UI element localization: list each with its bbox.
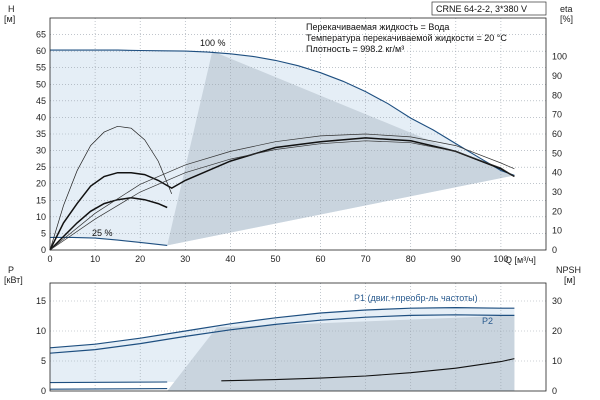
flow-tick-label: 20 [135, 254, 145, 264]
operating-area-dark [167, 51, 515, 246]
efficiency-tick-label: 90 [552, 71, 562, 81]
head-curve-100-percent [50, 49, 515, 176]
efficiency-curve-hydraulic [49, 133, 515, 251]
efficiency-tick-label: 80 [552, 90, 562, 100]
model-title: CRNE 64-2-2, 3*380 V [436, 4, 527, 14]
power-tick-label: 5 [41, 356, 46, 366]
head-tick-label: 15 [36, 195, 46, 205]
head-axis-unit: [м] [4, 14, 15, 24]
npsh-axis-label: NPSH [556, 265, 581, 275]
efficiency-tick-label: 20 [552, 206, 562, 216]
flow-tick-label: 60 [316, 254, 326, 264]
head-tick-label: 60 [36, 46, 46, 56]
efficiency-tick-label: 40 [552, 168, 562, 178]
efficiency-curve-25-percent-hydraulic [49, 125, 173, 251]
info-density: Плотность = 998.2 кг/м³ [306, 44, 404, 54]
npsh-curve [221, 358, 515, 382]
head-tick-label: 30 [36, 146, 46, 156]
efficiency-tick-label: 70 [552, 110, 562, 120]
power-tick-label: 15 [36, 296, 46, 306]
npsh-tick-label: 10 [552, 356, 562, 366]
power-tick-label: 0 [41, 386, 46, 396]
head-tick-label: 10 [36, 212, 46, 222]
model-title-box [431, 1, 547, 16]
head-axis-label: H [8, 4, 15, 14]
power-axis-unit: [кВт] [4, 275, 23, 285]
npsh-tick-label: 0 [552, 386, 557, 396]
head-tick-label: 0 [41, 245, 46, 255]
npsh-axis-unit: [м] [564, 275, 575, 285]
npsh-tick-label: 30 [552, 296, 562, 306]
head-tick-label: 40 [36, 112, 46, 122]
efficiency-tick-label: 50 [552, 148, 562, 158]
efficiency-tick-label: 100 [552, 52, 567, 62]
efficiency-tick-label: 30 [552, 187, 562, 197]
flow-tick-label: 100 [493, 254, 508, 264]
curve-label-25-percent: 25 % [92, 228, 113, 238]
head-tick-label: 45 [36, 96, 46, 106]
head-tick-label: 5 [41, 228, 46, 238]
npsh-tick-label: 20 [552, 326, 562, 336]
flow-axis-label: Q [м³/ч] [505, 255, 536, 265]
power-curve-p1 [49, 306, 515, 349]
flow-tick-label: 0 [47, 254, 52, 264]
head-tick-label: 50 [36, 79, 46, 89]
efficiency-axis-unit: [%] [560, 14, 573, 24]
power-area-dark [167, 315, 515, 391]
power-curve-p2-25-percent [49, 388, 168, 390]
info-temperature: Температура перекачиваемой жидкости = 20… [306, 33, 507, 43]
top-chart-frame [49, 17, 547, 251]
curve-label-100-percent: 100 % [200, 38, 226, 48]
flow-tick-label: 30 [180, 254, 190, 264]
curve-label-p1: P1 (двиг.+преобр-ль частоты) [354, 293, 478, 303]
power-tick-label: 10 [36, 326, 46, 336]
head-tick-label: 55 [36, 63, 46, 73]
flow-tick-label: 70 [361, 254, 371, 264]
flow-tick-label: 10 [90, 254, 100, 264]
efficiency-tick-label: 0 [552, 245, 557, 255]
curve-label-p2: P2 [482, 316, 493, 326]
head-tick-label: 35 [36, 129, 46, 139]
efficiency-tick-label: 60 [552, 129, 562, 139]
bottom-chart-frame [49, 282, 547, 392]
efficiency-axis-label: eta [560, 4, 573, 14]
flow-tick-label: 80 [406, 254, 416, 264]
efficiency-curve-25-percent-total [49, 197, 168, 251]
head-tick-label: 65 [36, 30, 46, 40]
efficiency-curve-pump [49, 140, 515, 251]
power-curve-p2 [49, 314, 515, 354]
head-tick-label: 20 [36, 179, 46, 189]
efficiency-tick-label: 10 [552, 226, 562, 236]
power-curve-p1-25-percent [49, 381, 168, 384]
head-tick-label: 25 [36, 162, 46, 172]
flow-tick-label: 90 [451, 254, 461, 264]
info-liquid: Перекачиваемая жидкость = Вода [306, 22, 449, 32]
power-axis-label: P [8, 265, 14, 275]
flow-tick-label: 40 [225, 254, 235, 264]
efficiency-curve-total [49, 137, 515, 251]
flow-tick-label: 50 [270, 254, 280, 264]
